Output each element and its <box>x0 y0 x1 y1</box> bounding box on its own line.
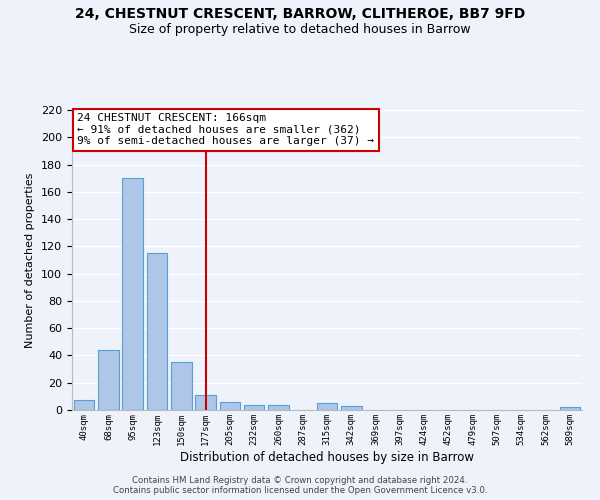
Bar <box>146 253 167 410</box>
Bar <box>341 406 362 410</box>
Bar <box>171 362 191 410</box>
Bar <box>195 395 216 410</box>
Bar <box>220 402 240 410</box>
Text: Size of property relative to detached houses in Barrow: Size of property relative to detached ho… <box>129 22 471 36</box>
Bar <box>317 403 337 410</box>
Bar <box>268 404 289 410</box>
Text: Contains HM Land Registry data © Crown copyright and database right 2024.
Contai: Contains HM Land Registry data © Crown c… <box>113 476 487 495</box>
Bar <box>122 178 143 410</box>
Bar <box>244 404 265 410</box>
Bar <box>98 350 119 410</box>
Bar <box>560 408 580 410</box>
Y-axis label: Number of detached properties: Number of detached properties <box>25 172 35 348</box>
Bar <box>74 400 94 410</box>
X-axis label: Distribution of detached houses by size in Barrow: Distribution of detached houses by size … <box>180 450 474 464</box>
Text: 24, CHESTNUT CRESCENT, BARROW, CLITHEROE, BB7 9FD: 24, CHESTNUT CRESCENT, BARROW, CLITHEROE… <box>75 8 525 22</box>
Text: 24 CHESTNUT CRESCENT: 166sqm
← 91% of detached houses are smaller (362)
9% of se: 24 CHESTNUT CRESCENT: 166sqm ← 91% of de… <box>77 113 374 146</box>
